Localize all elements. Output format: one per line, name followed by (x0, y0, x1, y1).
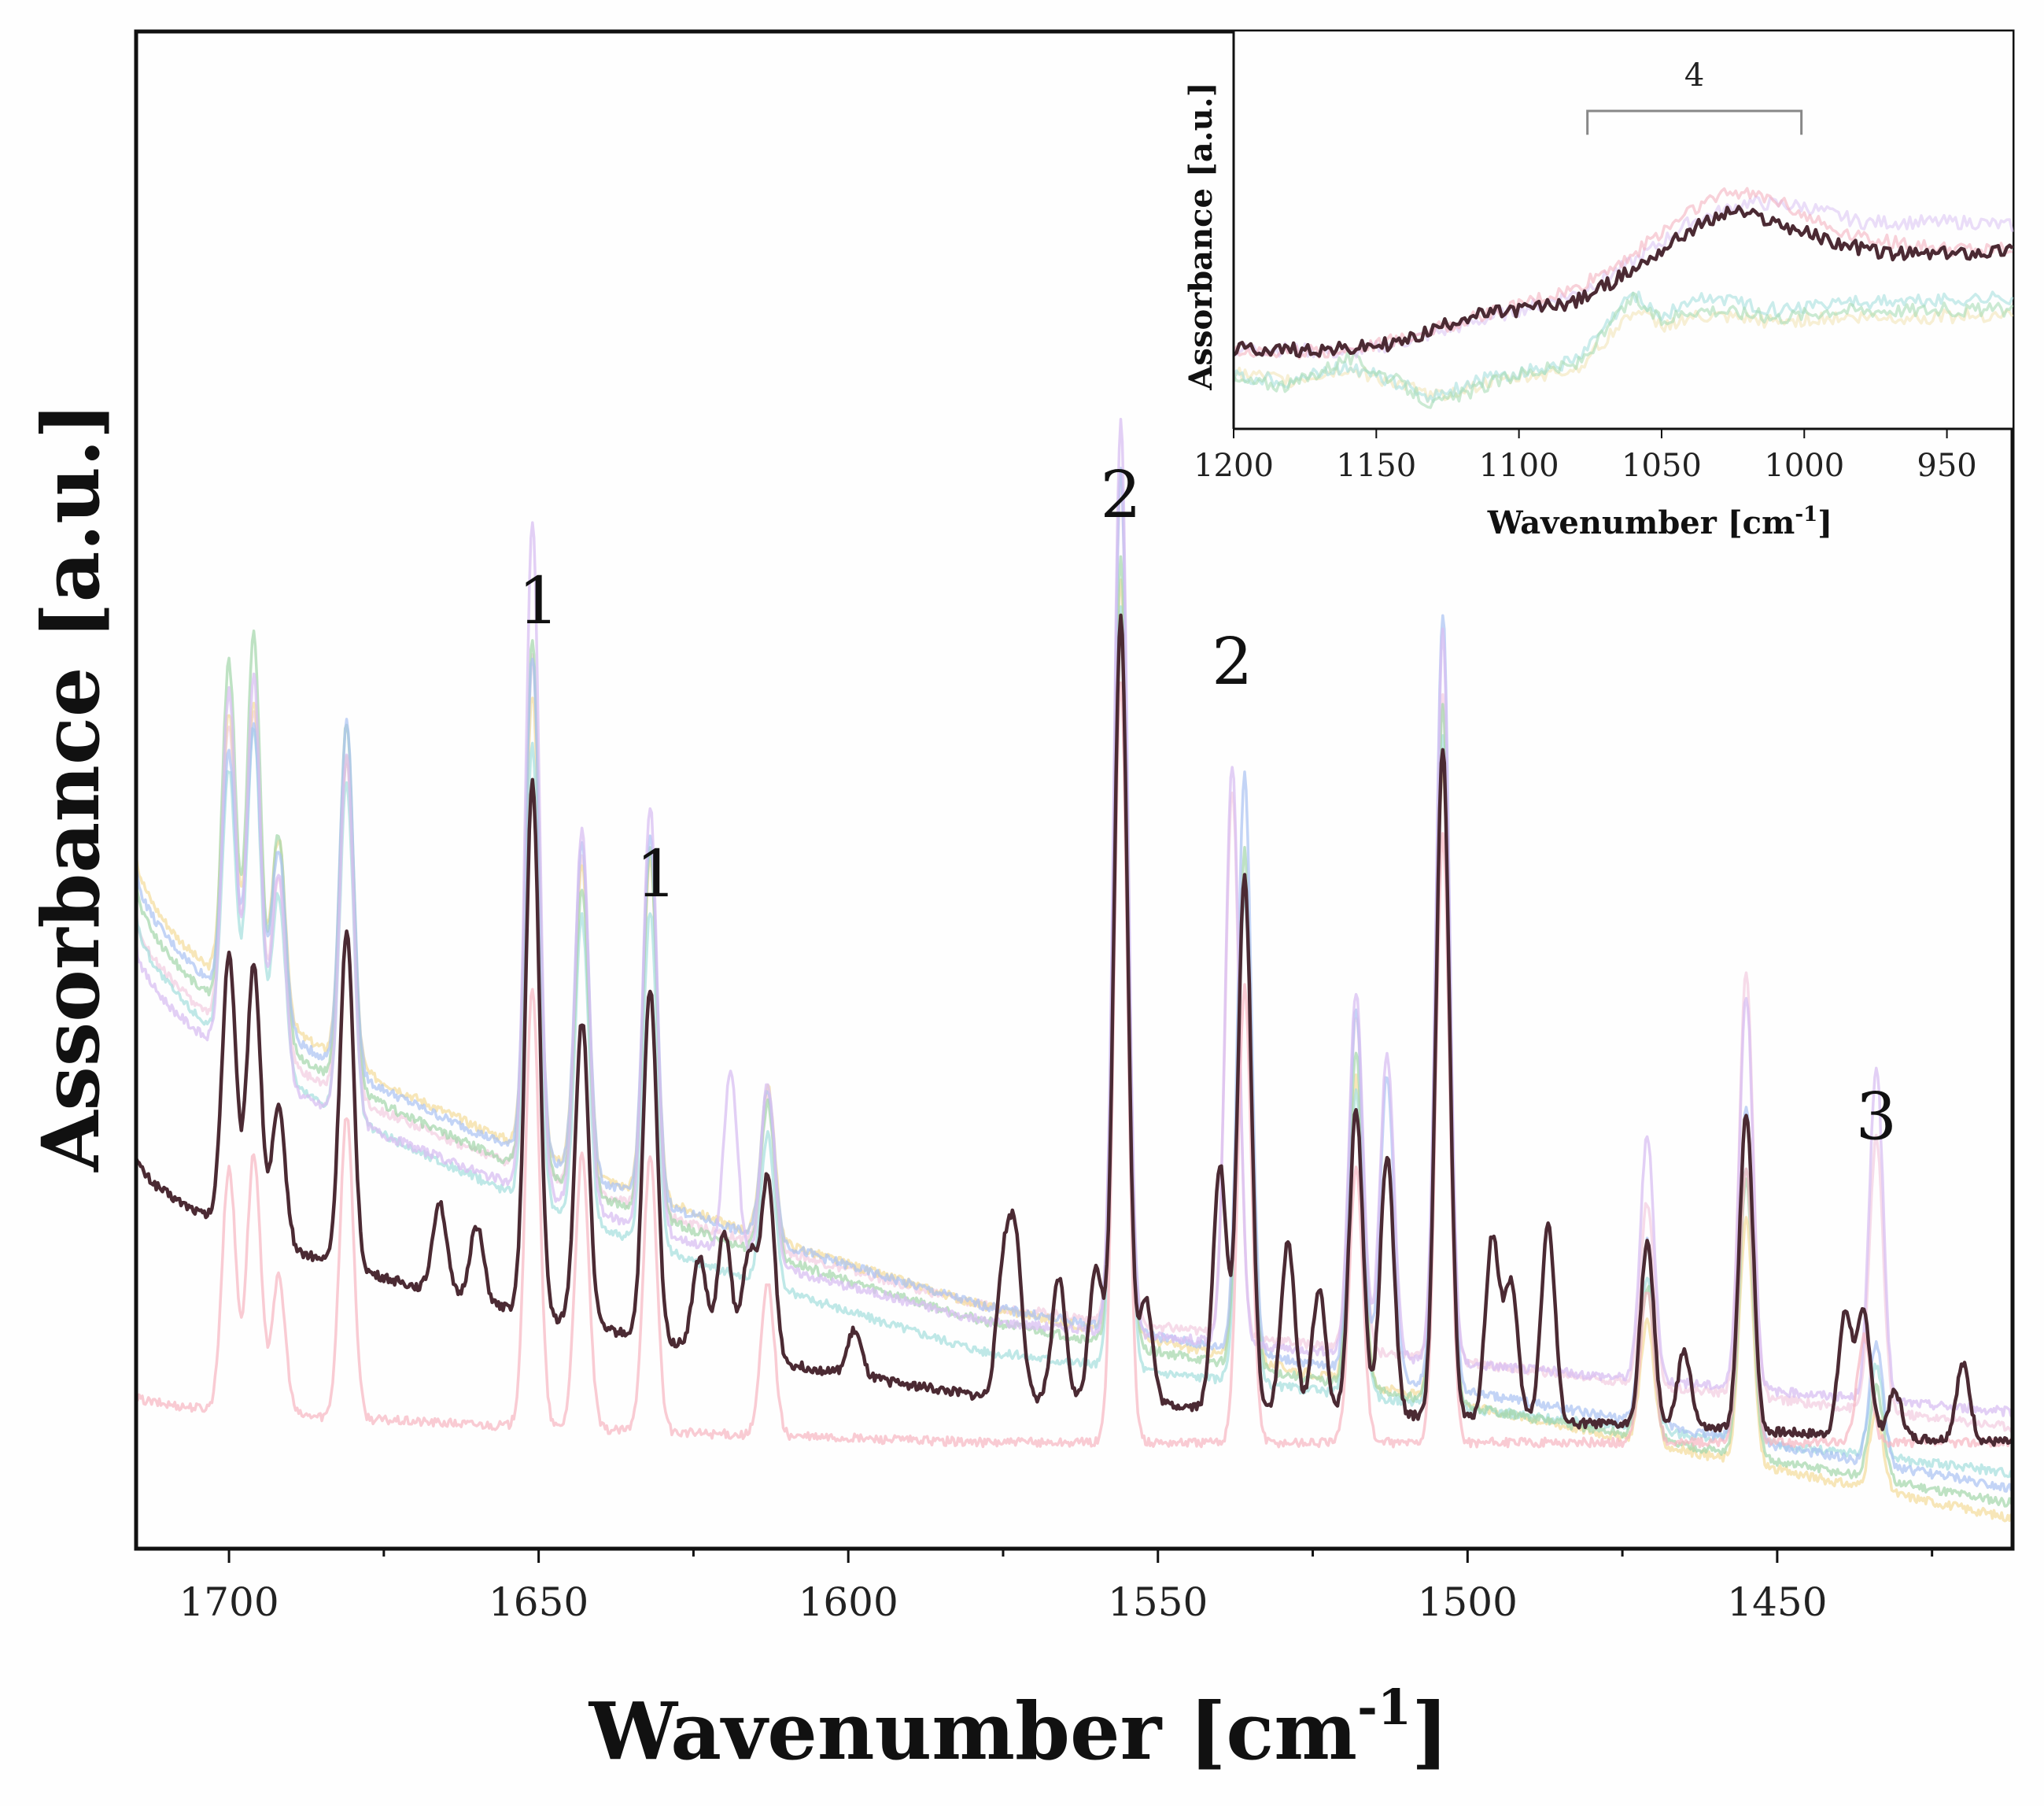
inset-x-axis-title: Wavenumber [cm-1] (1487, 503, 1832, 541)
inset-y-axis-title: Assorbance [a.u.] (1182, 82, 1219, 390)
inset-x-axis-title-text: Wavenumber [cm (1487, 504, 1795, 541)
inset-series-group (1232, 187, 2014, 409)
inset-x-axis-title-superscript: -1 (1795, 503, 1817, 526)
main-x-axis-title-end: ] (1411, 1685, 1448, 1778)
main-x-tick-label: 1600 (799, 1579, 898, 1625)
inset-x-tick-label: 950 (1917, 448, 1976, 484)
main-x-tick-label: 1650 (489, 1579, 588, 1625)
inset-x-tick-label: 1150 (1336, 448, 1416, 484)
inset-plot: 1200 1150 1100 1050 1000 950 4 Wavenumber [cm… (1182, 31, 2014, 541)
main-x-tick-label: 1550 (1108, 1579, 1208, 1625)
inset-background (1234, 31, 2013, 429)
main-series-yellow (135, 578, 2014, 1523)
main-series-green (135, 555, 2014, 1508)
main-series-dark-bold- (134, 613, 2013, 1447)
peak-annotation-1: 1 (636, 837, 677, 912)
main-x-axis-title-text: Wavenumber [cm (588, 1685, 1357, 1778)
main-x-axis-title-superscript: -1 (1357, 1679, 1411, 1736)
peak-annotation-2: 2 (1100, 458, 1141, 533)
main-x-tick-label: 1500 (1418, 1579, 1518, 1625)
main-annotations: 1 1 2 2 3 (518, 458, 1897, 1154)
bracket-label: 4 (1684, 57, 1704, 94)
inset-x-tick-label: 1200 (1194, 448, 1274, 484)
main-series-blue (135, 467, 2013, 1493)
inset-x-tick-label: 1000 (1764, 448, 1844, 484)
main-plot-frame (134, 29, 2015, 1551)
inset-series-cyan (1232, 290, 2014, 404)
main-series-group (134, 418, 2014, 1523)
main-x-tick-label: 1450 (1727, 1579, 1827, 1625)
main-x-axis-title: Wavenumber [cm-1] (588, 1679, 1449, 1778)
peak-annotation-3: 3 (1856, 1080, 1897, 1154)
inset-x-axis-title-end: ] (1817, 504, 1832, 541)
main-y-axis-title: Assorbance [a.u.] (24, 402, 117, 1173)
bracket-line (1586, 109, 1803, 135)
main-x-tick-label: 1700 (179, 1579, 279, 1625)
main-series-violet (135, 418, 2014, 1417)
main-series-pink (135, 681, 2014, 1449)
inset-series-green (1232, 291, 2014, 409)
main-plot: 1700 1650 1600 1550 1500 1450 1 1 2 2 3 Wavenumbe… (24, 29, 2015, 1778)
inset-series-dark-bold- (1232, 205, 2014, 359)
peak-annotation-1: 1 (518, 564, 559, 639)
main-x-ticks: 1700 1650 1600 1550 1500 1450 (179, 1549, 1934, 1625)
inset-x-tick-label: 1100 (1479, 448, 1559, 484)
inset-x-tick-label: 1050 (1622, 448, 1702, 484)
inset-bracket-4: 4 (1586, 57, 1803, 135)
peak-annotation-2: 2 (1212, 625, 1253, 700)
main-series-cyan (135, 605, 2014, 1479)
inset-x-ticks: 1200 1150 1100 1050 1000 950 (1194, 429, 1977, 484)
